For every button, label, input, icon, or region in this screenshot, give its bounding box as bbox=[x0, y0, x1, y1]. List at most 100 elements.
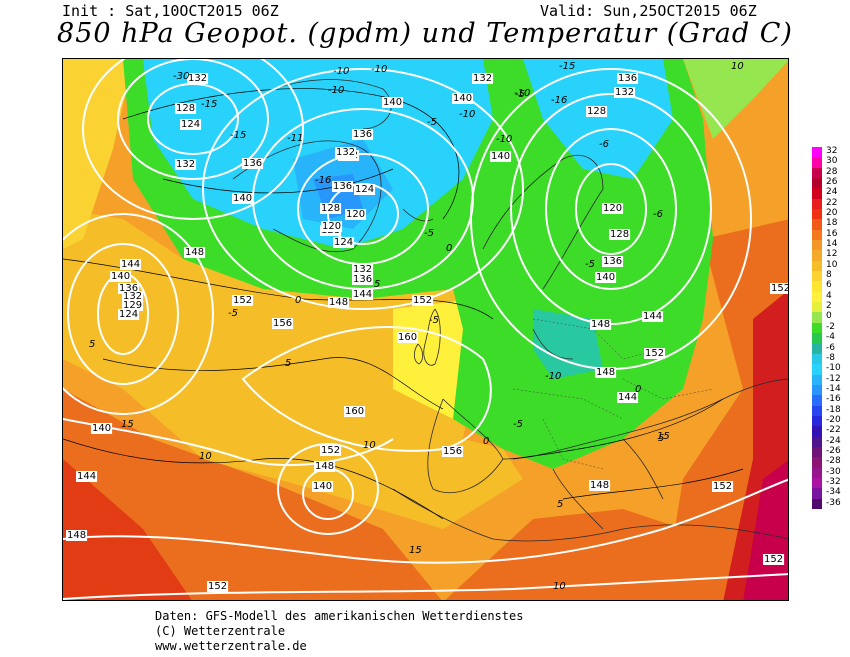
colorbar-label: 0 bbox=[826, 311, 832, 322]
temp-label: -5 bbox=[228, 308, 238, 319]
temp-label: -16 bbox=[315, 175, 331, 186]
geo-label: 144 bbox=[643, 311, 662, 322]
geo-label-box bbox=[602, 203, 624, 214]
cold-blue-north bbox=[523, 59, 673, 179]
country-borders bbox=[512, 318, 714, 470]
colorbar-segment bbox=[812, 188, 822, 200]
geo-label-box bbox=[118, 283, 140, 294]
geo-label-box bbox=[352, 289, 374, 300]
weather-map: 132 128 124 132 136 140 136 132 140 140 … bbox=[62, 58, 789, 601]
colorbar-segment bbox=[812, 209, 822, 220]
geo-label: 148 bbox=[67, 530, 86, 541]
geo-label: 148 bbox=[590, 480, 609, 491]
geo-label-box bbox=[272, 318, 294, 329]
geo-label-box bbox=[412, 295, 434, 306]
geo-label: 152 bbox=[771, 283, 789, 294]
colorbar-label: -20 bbox=[826, 414, 841, 425]
geo-label-box bbox=[232, 193, 254, 204]
green-ne bbox=[683, 59, 788, 139]
colorbar-segment bbox=[812, 405, 822, 417]
geo-label: 132 bbox=[176, 159, 195, 170]
geo-label: 140 bbox=[92, 423, 111, 434]
geo-label: 160 bbox=[345, 406, 364, 417]
geo-label: 124 bbox=[181, 119, 200, 130]
geo-label-box bbox=[644, 348, 666, 359]
chart-title: 850 hPa Geopot. (gpdm) und Temperatur (G… bbox=[57, 18, 793, 49]
footer-data-source: Daten: GFS-Modell des amerikanischen Wet… bbox=[155, 609, 524, 623]
colorbar-label: -16 bbox=[826, 394, 841, 405]
colorbar-segment bbox=[812, 322, 822, 334]
colorbar-segment bbox=[812, 488, 822, 500]
colorbar-label: -32 bbox=[826, 476, 841, 487]
geo-label-box bbox=[345, 209, 367, 220]
temp-label: -6 bbox=[599, 139, 609, 150]
temp-label: -5 bbox=[429, 315, 439, 326]
geo-label-box bbox=[452, 93, 474, 104]
colorbar-segment bbox=[812, 374, 822, 386]
geo-label: 124 bbox=[119, 309, 138, 320]
temp-label: -10 bbox=[545, 371, 561, 382]
geo-label: 129 bbox=[123, 300, 142, 311]
colorbar-segment bbox=[812, 229, 822, 241]
geo-label-box bbox=[590, 319, 612, 330]
hot-area-se bbox=[743, 460, 788, 600]
colorbar-segment bbox=[812, 198, 822, 210]
geo-label: 152 bbox=[645, 348, 664, 359]
geo-label-box bbox=[442, 446, 464, 457]
footer-url[interactable]: www.wetterzentrale.de bbox=[155, 639, 307, 653]
colorbar-segment bbox=[812, 477, 822, 489]
temp-label: -10 bbox=[328, 85, 344, 96]
geo-label-box bbox=[175, 159, 197, 170]
hot-area-sw-core bbox=[63, 459, 192, 600]
temp-label: -15 bbox=[230, 130, 246, 141]
geo-label-box bbox=[122, 300, 144, 311]
colorbar-segment bbox=[812, 446, 822, 458]
colorbar-label: -22 bbox=[826, 425, 841, 436]
geo-label-box bbox=[595, 272, 617, 283]
geo-label: 140 bbox=[596, 272, 615, 283]
cold-pocket-europe bbox=[533, 309, 603, 379]
colorbar-label: -30 bbox=[826, 466, 841, 477]
geo-label-box bbox=[110, 271, 132, 282]
colorbar-segment bbox=[812, 467, 822, 479]
geo-label: 128 bbox=[610, 229, 629, 240]
geo-label: 144 bbox=[121, 259, 140, 270]
geo-label: 160 bbox=[398, 332, 417, 343]
colorbar-segment bbox=[812, 426, 822, 438]
geo-label-box bbox=[617, 73, 639, 84]
geo-label-box bbox=[595, 367, 617, 378]
geo-label: 140 bbox=[111, 271, 130, 282]
geo-label: 136 bbox=[353, 274, 372, 285]
geo-label-box bbox=[352, 264, 374, 275]
colorbar-label: -4 bbox=[826, 332, 835, 343]
geo-label-box bbox=[344, 406, 366, 417]
temp-label: -30 bbox=[173, 71, 189, 82]
temp-label: -10 bbox=[459, 109, 475, 120]
temp-label: 10 bbox=[363, 440, 376, 451]
colorbar-segment bbox=[812, 364, 822, 376]
temp-label: -6 bbox=[653, 209, 663, 220]
geo-label-box bbox=[609, 229, 631, 240]
colorbar-label: 32 bbox=[826, 146, 838, 156]
temp-label: 5 bbox=[285, 358, 291, 369]
geo-label: 128 bbox=[176, 103, 195, 114]
geo-label-box bbox=[175, 103, 197, 114]
geo-label-box bbox=[586, 106, 608, 117]
colorbar-segment bbox=[812, 167, 822, 179]
temp-label: 10 bbox=[553, 581, 566, 592]
geo-label-box bbox=[602, 256, 624, 267]
temp-label: 0 bbox=[446, 243, 452, 254]
colorbar-labels: 32 30 28 26 24 22 20 18 16 14 12 10 8 6 4 2 0 -2 -4 -6 -8 -10… bbox=[826, 147, 850, 509]
geo-label: 132 bbox=[353, 264, 372, 275]
colorbar-label: 12 bbox=[826, 249, 838, 260]
geo-label-box bbox=[184, 247, 206, 258]
temp-label: -11 bbox=[287, 133, 303, 144]
temp-label: -16 bbox=[551, 95, 567, 106]
colorbar-segment bbox=[812, 353, 822, 365]
colorbar-segment bbox=[812, 178, 822, 189]
geo-label: 156 bbox=[443, 446, 462, 457]
colorbar-segment bbox=[812, 240, 822, 251]
colorbar-label: 2 bbox=[826, 301, 832, 312]
geo-label: 120 bbox=[322, 221, 341, 232]
geo-label-box bbox=[335, 147, 357, 158]
